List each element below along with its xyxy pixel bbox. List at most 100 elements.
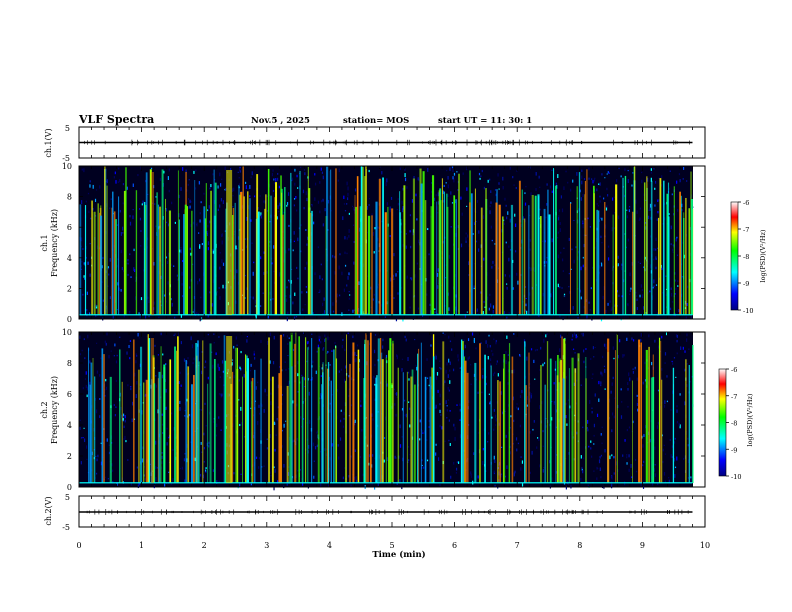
noise-pixel: [304, 172, 306, 176]
sferic-stroke: [369, 332, 372, 483]
noise-pixel: [186, 360, 188, 365]
noise-pixel: [258, 466, 260, 469]
noise-pixel: [270, 401, 272, 406]
frequency-tick-label: 6: [67, 390, 72, 399]
noise-pixel: [139, 484, 141, 488]
noise-pixel: [260, 339, 262, 344]
noise-pixel: [141, 458, 144, 463]
colorbar-tick-label: -6: [731, 366, 737, 374]
sferic-stroke: [365, 333, 367, 483]
noise-pixel: [218, 480, 220, 483]
sferic-stroke: [268, 337, 270, 483]
noise-pixel: [354, 188, 357, 192]
sferic-stroke: [191, 210, 193, 315]
noise-pixel: [569, 405, 571, 409]
noise-pixel: [604, 177, 606, 179]
noise-pixel: [636, 377, 638, 381]
noise-pixel: [478, 431, 480, 434]
noise-pixel: [426, 459, 429, 462]
noise-pixel: [253, 434, 255, 439]
noise-pixel: [122, 202, 124, 205]
noise-pixel: [672, 251, 674, 253]
noise-pixel: [95, 189, 98, 191]
noise-pixel: [195, 187, 197, 190]
noise-pixel: [482, 447, 484, 451]
noise-pixel: [625, 246, 627, 249]
noise-pixel: [466, 187, 468, 191]
noise-pixel: [657, 482, 659, 485]
sferic-stroke: [247, 191, 249, 315]
noise-pixel: [428, 419, 430, 423]
noise-pixel: [516, 448, 518, 452]
noise-pixel: [566, 423, 568, 426]
noise-pixel: [501, 228, 503, 233]
noise-pixel: [210, 184, 212, 188]
noise-pixel: [498, 471, 500, 476]
noise-pixel: [639, 262, 642, 264]
noise-pixel: [122, 183, 125, 186]
noise-pixel: [135, 296, 137, 301]
noise-pixel: [165, 363, 167, 366]
noise-pixel: [80, 245, 82, 247]
noise-pixel: [577, 250, 580, 254]
noise-pixel: [286, 286, 288, 289]
noise-pixel: [525, 303, 527, 307]
noise-pixel: [465, 240, 467, 243]
noise-pixel: [598, 380, 600, 385]
noise-pixel: [134, 372, 136, 377]
noise-pixel: [480, 175, 482, 177]
noise-pixel: [372, 418, 374, 421]
noise-pixel: [526, 408, 528, 410]
noise-pixel: [492, 373, 495, 377]
noise-pixel: [519, 353, 521, 357]
noise-pixel: [273, 486, 275, 491]
noise-pixel: [664, 202, 666, 206]
sferic-stroke: [382, 177, 384, 315]
noise-pixel: [193, 170, 195, 174]
noise-pixel: [509, 218, 511, 223]
noise-pixel: [611, 227, 613, 232]
noise-pixel: [400, 287, 403, 289]
noise-pixel: [273, 178, 275, 181]
noise-pixel: [86, 386, 89, 391]
noise-pixel: [653, 468, 655, 472]
noise-pixel: [500, 446, 503, 448]
noise-pixel: [318, 338, 320, 342]
noise-pixel: [402, 244, 404, 247]
noise-pixel: [591, 377, 593, 379]
sferic-stroke: [555, 360, 557, 483]
noise-pixel: [115, 180, 117, 184]
noise-pixel: [279, 202, 281, 207]
noise-pixel: [678, 173, 681, 176]
noise-pixel: [447, 184, 449, 189]
noise-pixel: [642, 444, 644, 448]
noise-pixel: [138, 387, 141, 390]
noise-pixel: [81, 349, 83, 352]
noise-pixel: [383, 437, 386, 439]
noise-pixel: [559, 315, 561, 318]
noise-pixel: [163, 170, 165, 174]
noise-pixel: [587, 484, 589, 486]
sferic-stroke: [648, 346, 650, 483]
noise-pixel: [666, 375, 668, 378]
noise-pixel: [293, 332, 295, 334]
noise-pixel: [207, 247, 209, 251]
noise-pixel: [660, 184, 663, 187]
noise-pixel: [276, 177, 279, 181]
noise-pixel: [558, 215, 560, 218]
sferic-stroke: [121, 381, 123, 483]
noise-pixel: [314, 197, 316, 201]
noise-pixel: [675, 376, 677, 378]
noise-pixel: [122, 226, 124, 231]
noise-pixel: [530, 267, 532, 271]
noise-pixel: [259, 305, 262, 307]
noise-pixel: [437, 457, 440, 461]
noise-pixel: [489, 400, 491, 404]
noise-pixel: [385, 182, 387, 187]
noise-pixel: [687, 459, 690, 464]
noise-pixel: [542, 445, 544, 447]
noise-pixel: [670, 454, 672, 458]
noise-pixel: [136, 380, 138, 385]
sferic-stroke: [432, 356, 435, 483]
noise-pixel: [95, 409, 98, 414]
